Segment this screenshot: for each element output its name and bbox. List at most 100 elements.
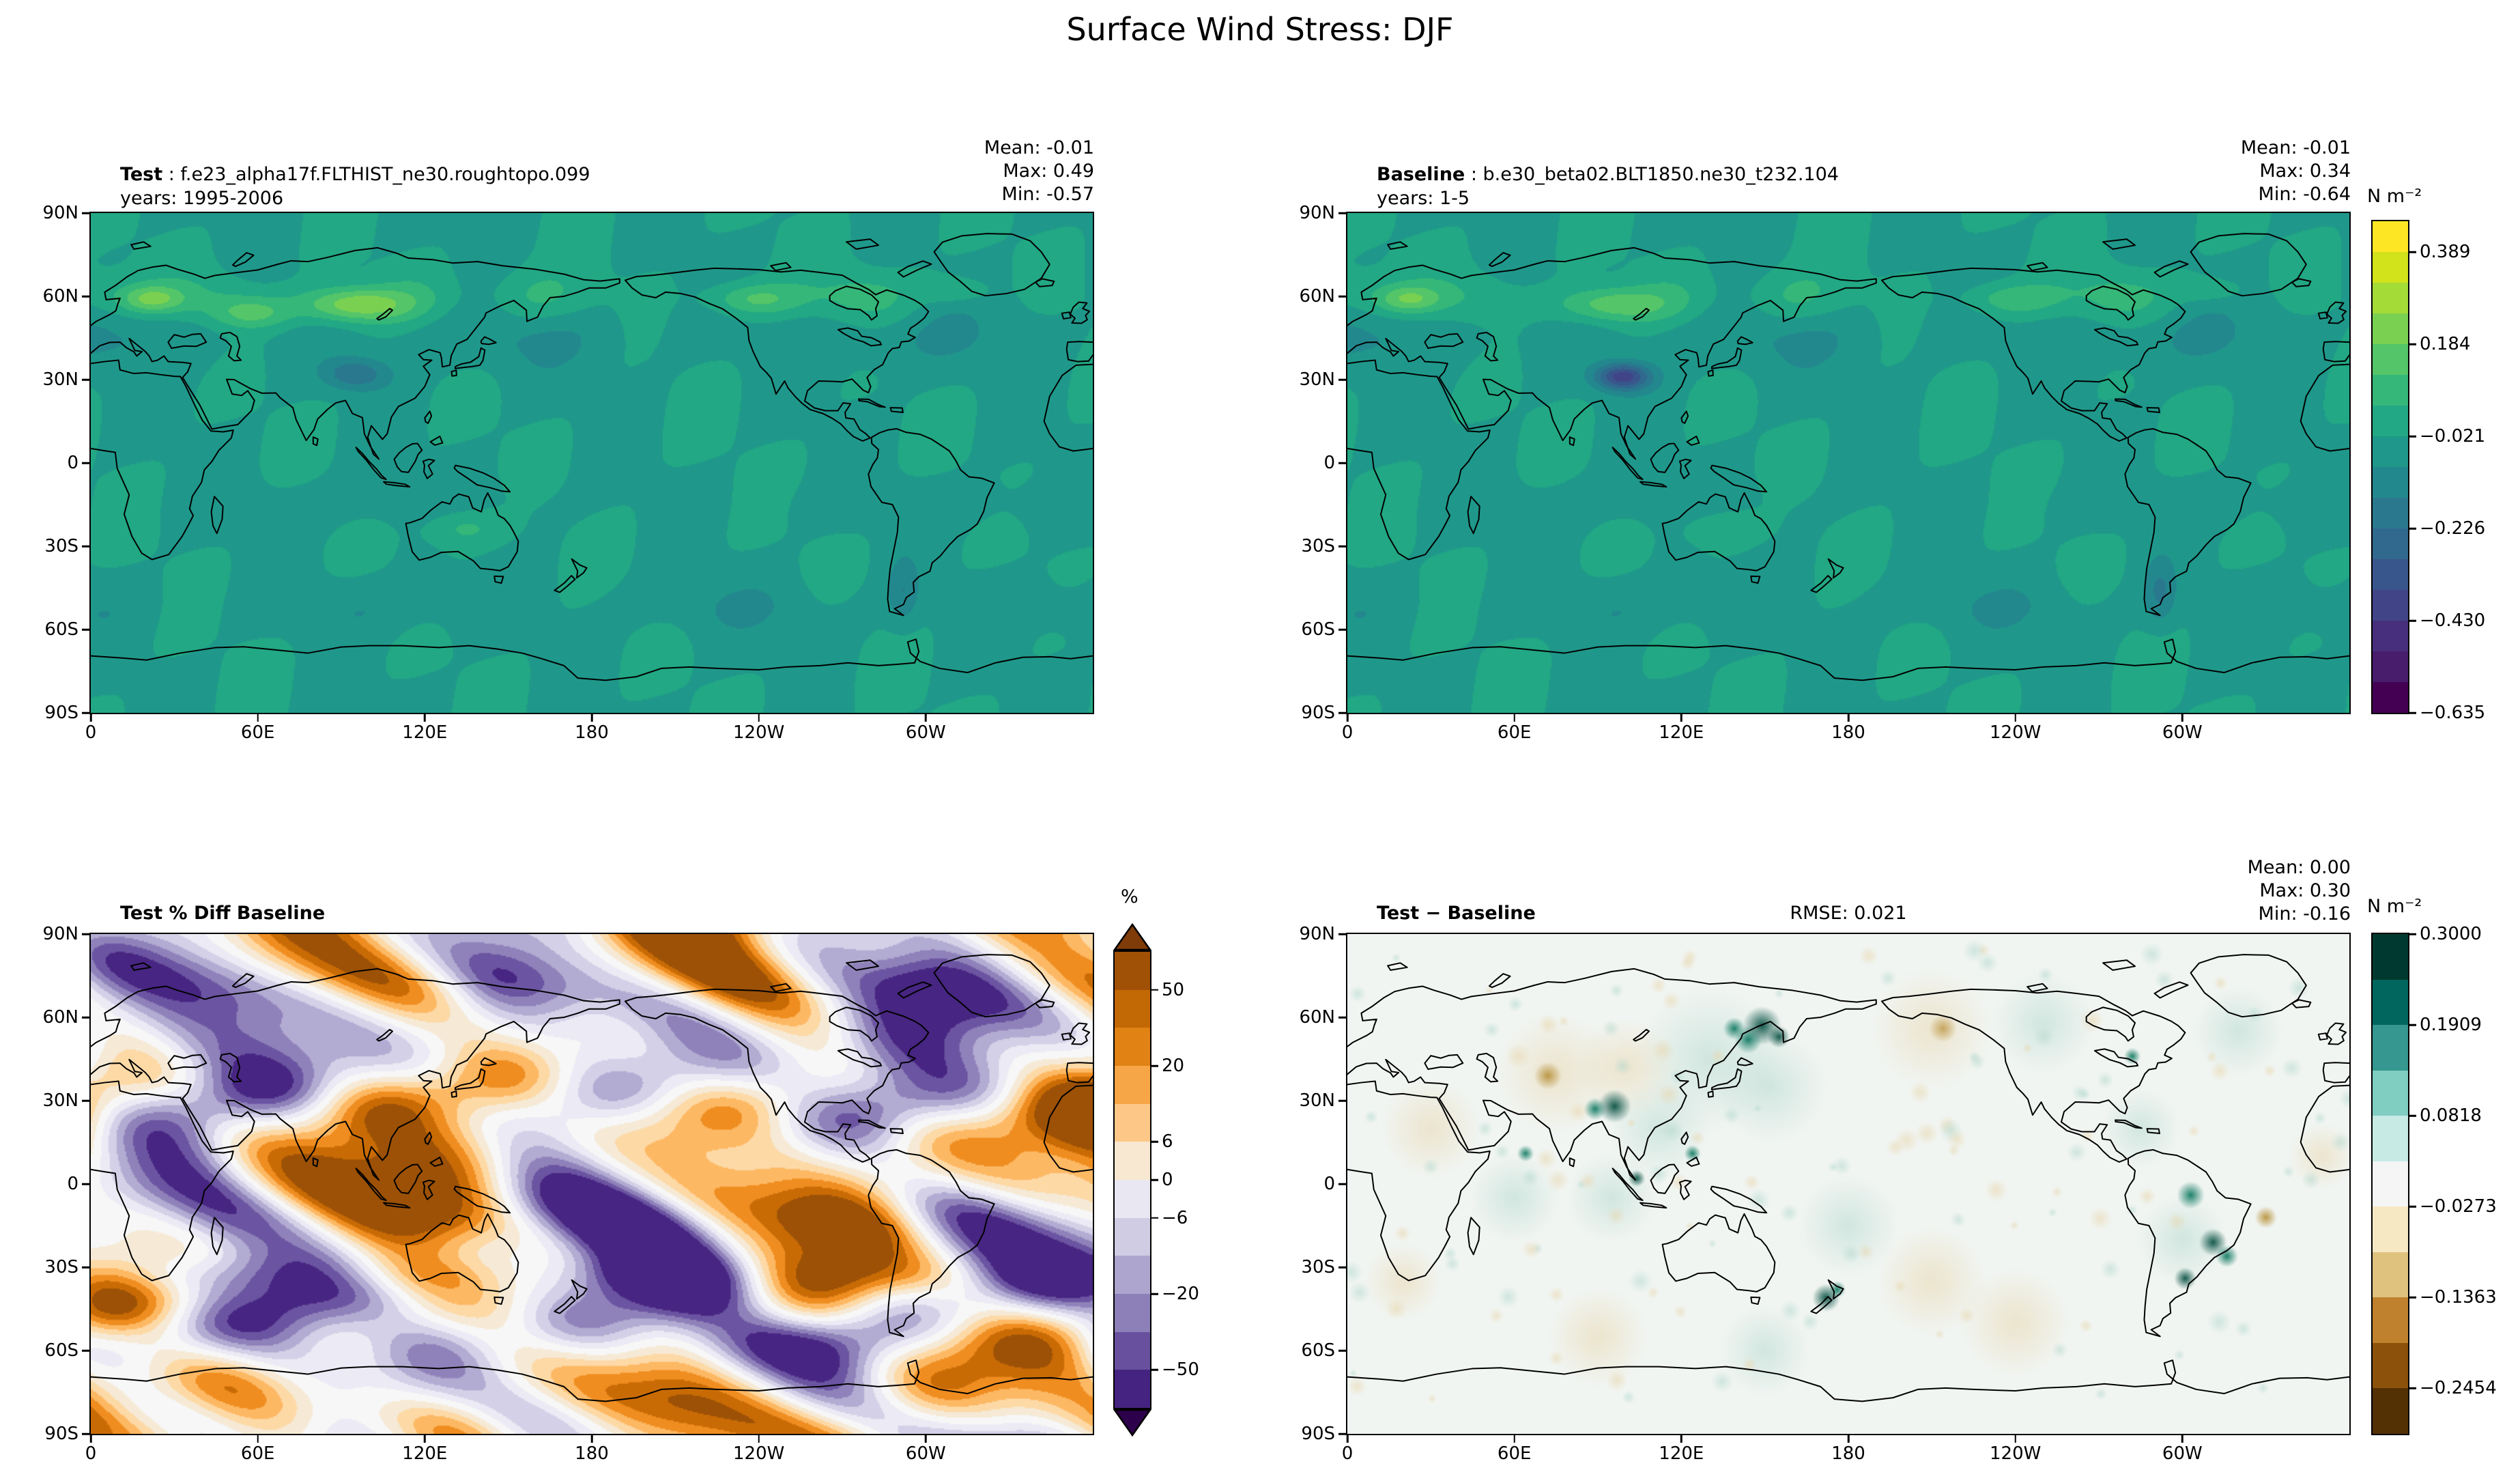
lat-tick-mark <box>1338 1099 1346 1102</box>
colorbar-tick-label: −0.226 <box>2420 518 2486 539</box>
colorbar-band <box>2373 1388 2408 1435</box>
lat-tick-mark <box>82 628 89 631</box>
colorbar-tick-mark <box>2409 619 2416 622</box>
coastlines <box>91 213 1093 713</box>
colorbar-tick-label: −50 <box>1162 1359 1199 1381</box>
lat-tick-label: 90S <box>1301 703 1335 723</box>
lat-tick-mark <box>82 1183 89 1185</box>
lat-tick-mark <box>82 462 89 464</box>
colorbar-tick-mark <box>2409 1114 2416 1117</box>
lon-tick-mark <box>257 714 259 722</box>
diff-map: 90N 60N 30N 0 30S 60S 90S 0 60E 120E 180 120W 60W <box>1299 924 2351 1464</box>
baseline-map-canvas <box>1347 213 2349 713</box>
lon-tick-label: 120W <box>1989 722 2042 743</box>
lon-tick-mark <box>758 1435 760 1443</box>
lat-tick-mark <box>1338 628 1346 631</box>
colorbar-tick-label: −0.1363 <box>2420 1287 2497 1308</box>
colorbar-tick-mark <box>2409 527 2416 530</box>
coastline-path <box>1347 955 2349 1401</box>
colorbar-tick-label: −0.430 <box>2420 610 2486 631</box>
lat-tick-mark <box>82 1016 89 1019</box>
lat-tick-label: 30N <box>42 369 78 390</box>
lon-tick-label: 120W <box>1989 1443 2042 1464</box>
coastlines <box>1347 934 2349 1434</box>
lat-tick-label: 60N <box>1299 286 1335 307</box>
pct-diff-title: Test % Diff Baseline <box>120 903 326 924</box>
colorbar-tick-mark <box>1151 1064 1158 1067</box>
lat-tick-label: 90N <box>42 203 78 223</box>
diff-stat-min: Min: -0.16 <box>2258 903 2351 924</box>
colorbar-band <box>2373 1116 2408 1161</box>
wind-stress-colorbar: 0.389 0.184 −0.021 −0.226 −0.430 −0.635 <box>2371 220 2485 723</box>
colorbar-band <box>2373 436 2408 467</box>
colorbar-band <box>2373 1206 2408 1252</box>
diff-map-canvas <box>1347 934 2349 1434</box>
colorbar-tick-mark <box>2409 933 2416 935</box>
diff-colorbar: 0.3000 0.1909 0.0818 −0.0273 −0.1363 −0.2454 <box>2371 924 2497 1435</box>
colorbar-band <box>2373 221 2408 252</box>
pct-colorbar-unit: % <box>1121 886 1139 907</box>
lon-tick-label: 60E <box>1497 722 1532 743</box>
lon-tick-mark <box>590 1435 593 1443</box>
colorbar-tick-label: 0.0818 <box>2420 1105 2482 1127</box>
lat-tick-mark <box>1338 1183 1346 1185</box>
lon-tick-label: 60E <box>240 1443 275 1464</box>
colorbar-tick-mark <box>2409 711 2416 714</box>
colorbar-band <box>2373 344 2408 375</box>
colorbar-tick-mark <box>1151 1369 1158 1371</box>
lon-tick-label: 120E <box>1659 722 1704 743</box>
colorbar-band <box>2373 934 2408 980</box>
baseline-label-sep: : <box>1465 164 1483 185</box>
test-map: 90N 60N 30N 0 30S 60S 90S 0 60E 120E 180 120W 60W <box>42 203 1094 743</box>
lat-tick-mark <box>82 1349 89 1352</box>
colorbar-tick-label: −20 <box>1162 1284 1199 1304</box>
lat-tick-label: 90S <box>1301 1424 1335 1444</box>
lat-tick-mark <box>82 933 89 935</box>
lat-tick-label: 0 <box>1323 1174 1335 1194</box>
test-label-line: Test : f.e23_alpha17f.FLTHIST_ne30.rough… <box>120 163 590 186</box>
lon-tick-label: 0 <box>85 722 97 743</box>
lon-tick-mark <box>925 714 927 722</box>
colorbar-band <box>2373 375 2408 406</box>
lat-tick-label: 60N <box>1299 1007 1335 1028</box>
colorbar-band <box>1115 1331 1150 1370</box>
diff-colorbar-unit: N m⁻² <box>2367 896 2422 917</box>
colorbar-band <box>2373 498 2408 528</box>
lon-tick-mark <box>424 1435 426 1443</box>
lat-tick-label: 30S <box>1301 1257 1335 1277</box>
lon-tick-label: 0 <box>85 1443 97 1464</box>
lat-tick-label: 30N <box>42 1090 78 1111</box>
colorbar-tick-label: 0.3000 <box>2420 924 2482 944</box>
test-map-canvas <box>91 213 1093 713</box>
colorbar-band <box>2373 1025 2408 1071</box>
lon-tick-mark <box>1513 714 1515 722</box>
lat-tick-label: 90N <box>1299 203 1335 223</box>
colorbar-band <box>2373 1252 2408 1298</box>
lon-tick-label: 120E <box>1659 1443 1704 1464</box>
lon-tick-label: 120E <box>402 722 448 743</box>
colorbar-band <box>1115 1294 1150 1332</box>
colorbar-tick-label: 6 <box>1162 1131 1173 1153</box>
lat-tick-label: 60S <box>1301 619 1335 640</box>
test-panel-label: Test : f.e23_alpha17f.FLTHIST_ne30.rough… <box>120 163 590 210</box>
colorbar-tick-mark <box>1151 1293 1158 1295</box>
colorbar-band <box>1115 989 1150 1028</box>
colorbar-band <box>1115 952 1150 990</box>
colorbar-tick-mark <box>2409 1206 2416 1208</box>
coastline-path <box>91 955 1093 1401</box>
lon-tick-mark <box>590 714 593 722</box>
colorbar-band <box>2373 252 2408 283</box>
lat-tick-label: 60S <box>44 619 78 640</box>
baseline-stat-max: Max: 0.34 <box>2259 160 2351 182</box>
lat-tick-label: 0 <box>1323 453 1335 473</box>
colorbar-tick-label: 50 <box>1162 979 1185 1000</box>
lat-tick-mark <box>82 545 89 548</box>
colorbar-band <box>2373 1297 2408 1343</box>
colorbar-band <box>2373 283 2408 313</box>
colorbar-tick-mark <box>2409 435 2416 438</box>
lat-tick-mark <box>1338 378 1346 381</box>
lat-tick-label: 60N <box>42 286 78 307</box>
lon-tick-mark <box>257 1435 259 1443</box>
coastlines <box>1347 213 2349 713</box>
